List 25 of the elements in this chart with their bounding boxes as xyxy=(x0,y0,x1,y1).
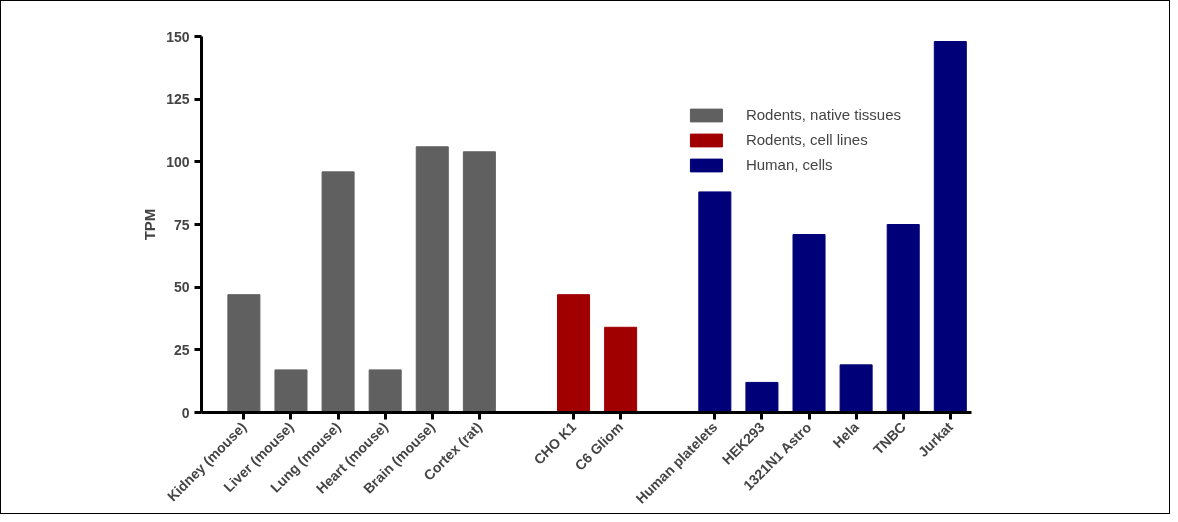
y-axis-title: TPM xyxy=(141,208,159,241)
bar xyxy=(557,294,591,413)
bar xyxy=(368,369,402,413)
legend-label: Rodents, native tissues xyxy=(745,106,901,123)
bar xyxy=(886,224,920,413)
y-tick-label: 0 xyxy=(181,404,190,421)
y-tick-label: 25 xyxy=(173,341,190,358)
y-tick-label: 75 xyxy=(173,216,190,233)
bar xyxy=(698,191,732,413)
bar xyxy=(792,234,826,413)
y-tick-label: 150 xyxy=(166,28,190,45)
bar xyxy=(745,381,779,413)
y-tick-label: 125 xyxy=(166,91,190,108)
bar xyxy=(604,326,638,413)
bar xyxy=(227,294,261,413)
bar xyxy=(462,151,496,413)
bar xyxy=(839,364,873,413)
legend-label: Human, cells xyxy=(745,156,833,173)
legend-label: Rodents, cell lines xyxy=(745,131,868,148)
y-tick-label: 100 xyxy=(166,153,190,170)
bar xyxy=(274,369,308,413)
bar xyxy=(415,146,449,413)
bar xyxy=(321,171,355,413)
bar xyxy=(933,41,967,413)
y-tick-label: 50 xyxy=(173,279,190,296)
